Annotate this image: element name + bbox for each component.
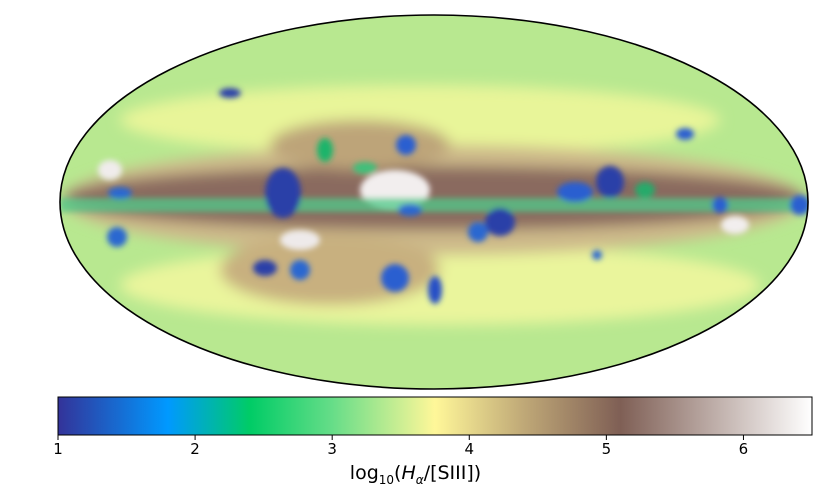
colorbar-label: log10(Hα/[SIII]) <box>349 462 482 487</box>
low-ratio-region <box>485 208 515 236</box>
white-cloud <box>98 160 122 180</box>
low-ratio-region <box>381 264 409 292</box>
low-ratio-region <box>398 204 422 216</box>
low-ratio-region <box>790 195 808 215</box>
colorbar-tick-label: 6 <box>738 440 749 458</box>
low-ratio-region <box>557 182 593 202</box>
low-ratio-region <box>396 135 416 155</box>
map-field <box>60 15 808 389</box>
map-outline <box>59 14 809 390</box>
low-ratio-region <box>712 197 728 213</box>
plane-green-filament <box>60 198 808 212</box>
low-ratio-region <box>428 276 442 304</box>
low-ratio-region <box>676 128 694 140</box>
colorbar-fill <box>57 396 813 436</box>
colorbar-tick-label: 3 <box>327 440 337 458</box>
low-ratio-region <box>219 88 241 98</box>
low-ratio-region <box>317 138 333 162</box>
colorbar-ticks <box>57 435 744 440</box>
colorbar-tick-label: 4 <box>464 440 475 458</box>
colorbar-tick-label: 2 <box>190 440 200 458</box>
white-cloud <box>280 230 320 250</box>
map-fine-structure <box>60 88 808 304</box>
low-ratio-region <box>107 227 127 247</box>
colorbar-tick-label: 5 <box>601 440 612 458</box>
low-ratio-region <box>253 260 277 276</box>
colorbar <box>57 396 813 440</box>
low-ratio-region <box>353 162 377 174</box>
low-ratio-region <box>592 250 602 260</box>
low-ratio-region <box>596 166 624 198</box>
low-ratio-region <box>108 187 132 199</box>
north-yellow-region <box>120 85 720 155</box>
colorbar-tick-label: 1 <box>53 440 63 458</box>
north-tan-bulge <box>270 120 450 170</box>
white-cloud <box>721 216 749 234</box>
low-ratio-region <box>635 182 655 198</box>
south-tan-bulge <box>220 235 440 305</box>
low-ratio-region <box>468 222 488 242</box>
low-ratio-region <box>290 260 310 280</box>
low-ratio-region <box>265 168 301 218</box>
